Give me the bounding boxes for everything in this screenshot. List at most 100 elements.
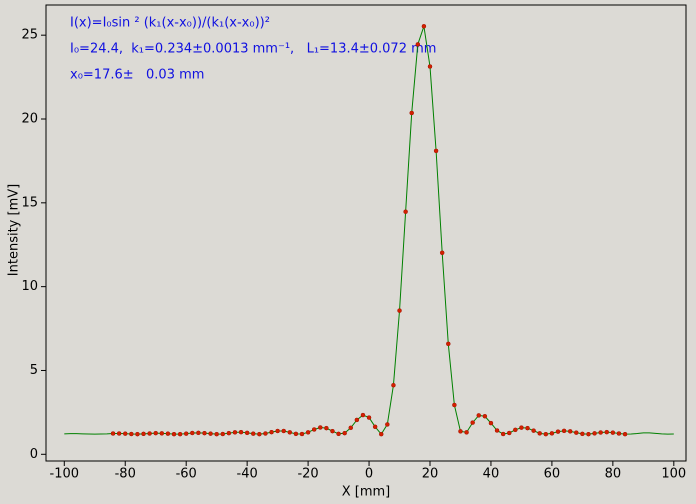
data-point — [129, 431, 134, 437]
data-point — [244, 430, 250, 436]
data-point — [330, 428, 335, 434]
x-tick-label: 80 — [605, 467, 622, 482]
data-point — [482, 413, 488, 419]
plot-frame — [45, 4, 687, 462]
data-point — [506, 430, 512, 436]
x-axis-label: X [mm] — [342, 485, 391, 500]
data-point — [574, 430, 579, 435]
y-tick-label: 20 — [21, 112, 38, 127]
x-tick-label: -60 — [176, 467, 197, 482]
data-point — [342, 430, 347, 436]
data-point — [366, 415, 372, 420]
data-point — [183, 431, 189, 436]
y-tick-label: 15 — [21, 195, 38, 210]
data-point — [318, 425, 323, 430]
x-tick-label: 100 — [661, 467, 686, 482]
data-point — [391, 382, 396, 388]
data-point — [263, 431, 268, 436]
data-point — [592, 431, 597, 436]
data-point — [580, 431, 585, 437]
data-point — [269, 429, 274, 435]
data-point — [159, 431, 165, 436]
annotation: I(x)=I₀sin ² (k₁(x-x₀))/(k₁(x-x₀))² — [70, 16, 270, 31]
data-point — [421, 24, 427, 29]
x-tick-label: -20 — [297, 467, 318, 482]
data-point — [196, 430, 201, 436]
y-tick-label: 0 — [30, 447, 38, 462]
data-point — [525, 425, 530, 431]
data-point — [446, 341, 451, 347]
data-point — [354, 417, 360, 423]
data-point — [208, 431, 213, 436]
data-point — [409, 110, 414, 116]
data-point — [165, 431, 171, 436]
data-point — [372, 424, 378, 430]
data-point — [293, 431, 299, 437]
data-point — [494, 428, 500, 433]
data-point — [433, 148, 439, 154]
data-point — [190, 430, 195, 436]
data-point — [257, 431, 262, 437]
data-point — [110, 431, 116, 436]
data-point — [500, 431, 506, 437]
y-tick-label: 5 — [30, 363, 38, 378]
data-point — [147, 431, 152, 436]
data-point — [598, 430, 603, 435]
x-tick-label: -80 — [115, 467, 136, 482]
data-point — [275, 428, 280, 434]
data-point — [153, 430, 158, 436]
data-point — [458, 429, 463, 434]
data-point — [513, 427, 518, 433]
data-point — [141, 431, 146, 437]
data-point — [135, 431, 140, 437]
data-point — [549, 431, 555, 436]
x-tick-label: 20 — [422, 467, 439, 482]
data-point — [397, 308, 402, 313]
data-point — [348, 425, 354, 431]
data-point — [616, 431, 622, 436]
data-point — [177, 431, 183, 437]
data-point — [232, 430, 238, 435]
data-point — [555, 429, 561, 434]
data-point — [622, 431, 628, 437]
data-point — [311, 427, 317, 432]
data-point — [452, 402, 457, 408]
data-point — [439, 250, 445, 256]
data-point — [415, 42, 421, 47]
data-point — [238, 429, 244, 435]
data-point — [427, 64, 433, 69]
x-tick-label: -100 — [50, 467, 80, 482]
annotation: x₀=17.6± 0.03 mm — [70, 68, 204, 83]
data-point — [403, 209, 408, 214]
data-point — [378, 431, 384, 437]
data-point — [476, 413, 482, 418]
data-point — [543, 431, 549, 437]
annotation: I₀=24.4, k₁=0.234±0.0013 mm⁻¹, L₁=13.4±0… — [70, 42, 436, 57]
data-point — [488, 420, 494, 426]
y-axis-label: Intensity [mV] — [7, 184, 22, 276]
data-point — [214, 431, 219, 437]
data-point — [464, 430, 469, 435]
data-point — [299, 431, 305, 437]
data-point — [561, 428, 567, 434]
x-tick-label: 60 — [544, 467, 561, 482]
data-point — [171, 431, 177, 437]
data-point — [305, 430, 311, 435]
data-point — [324, 425, 329, 431]
data-point — [385, 422, 390, 427]
data-point — [519, 425, 524, 430]
data-point — [226, 430, 232, 436]
data-point — [250, 431, 256, 436]
data-point — [336, 431, 341, 437]
data-point — [604, 429, 610, 435]
data-point — [531, 428, 536, 433]
data-point — [537, 431, 542, 436]
data-point — [287, 430, 293, 435]
x-tick-label: 40 — [483, 467, 500, 482]
data-point — [116, 431, 122, 436]
data-point — [586, 431, 591, 437]
data-point — [567, 429, 573, 434]
data-point — [220, 431, 226, 437]
